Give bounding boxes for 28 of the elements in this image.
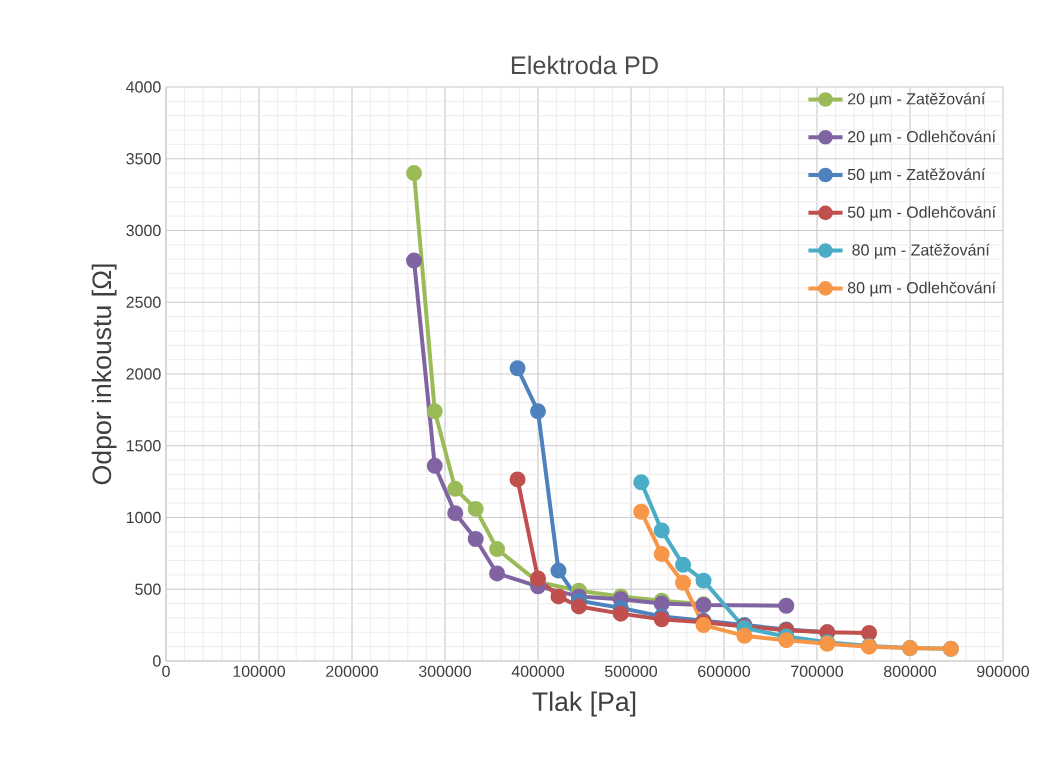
legend-label: 20 µm - Odlehčování — [848, 130, 996, 146]
x-tick-label: 800000 — [883, 665, 937, 678]
y-tick-label: 4000 — [126, 81, 161, 93]
y-tick-label: 1000 — [126, 511, 161, 524]
x-tick-label: 200000 — [326, 665, 379, 678]
x-tick-label: 700000 — [791, 665, 844, 678]
x-tick-label: 0 — [162, 665, 170, 678]
y-tick-label: 3500 — [126, 153, 161, 165]
legend-label: 80 µm - Zatěžování — [852, 243, 990, 259]
y-axis-title: Odpor inkoustu [Ω] — [91, 264, 117, 485]
legend-label: 80 µm - Odlehčování — [847, 281, 996, 297]
y-tick-label: 3000 — [126, 224, 161, 237]
x-tick-label: 500000 — [604, 665, 658, 678]
x-tick-label: 400000 — [511, 665, 565, 678]
x-tick-label: 100000 — [233, 665, 286, 678]
x-axis-title: Tlak [Pa] — [532, 691, 636, 717]
x-tick-label: 900000 — [977, 665, 1030, 678]
y-tick-label: 2000 — [126, 368, 161, 380]
y-tick-label: 2500 — [126, 296, 161, 308]
chart-title: Elektroda PD — [511, 55, 658, 75]
legend-label: 50 µm - Odlehčování — [847, 205, 996, 222]
y-tick-label: 0 — [153, 655, 161, 667]
x-tick-label: 600000 — [698, 665, 751, 678]
x-tick-label: 300000 — [418, 665, 472, 678]
legend-label: 20 µm - Zatěžování — [848, 92, 986, 108]
y-tick-label: 500 — [135, 583, 161, 595]
y-tick-label: 1500 — [126, 440, 161, 452]
legend-label: 50 µm - Zatěžování — [847, 168, 986, 184]
